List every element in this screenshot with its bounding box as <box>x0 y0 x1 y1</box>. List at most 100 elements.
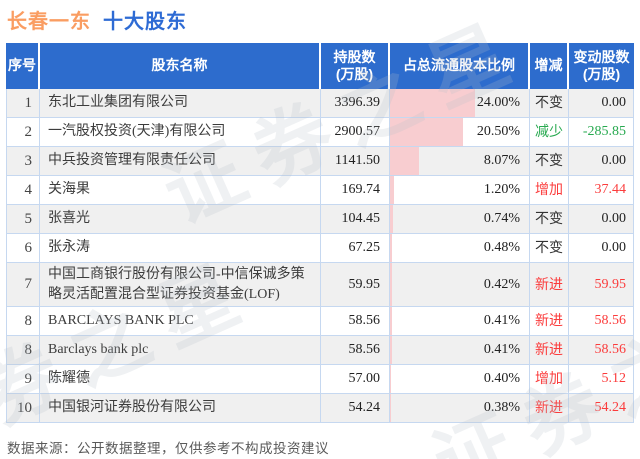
rank-cell: 2 <box>6 118 40 147</box>
delta-cell: 54.24 <box>569 394 634 424</box>
table-row: 9 陈耀德 57.00 0.40% 增加 5.12 <box>6 365 634 395</box>
rank-cell: 4 <box>6 176 40 205</box>
shares-cell: 54.24 <box>321 394 390 424</box>
shareholder-name-cell: Barclays bank plc <box>40 336 321 366</box>
change-cell: 增加 <box>530 176 569 205</box>
col-header-change: 增减 <box>530 43 569 89</box>
delta-cell: 0.00 <box>569 234 634 263</box>
pct-data-bar <box>390 118 463 146</box>
pct-cell: 0.48% <box>390 234 530 263</box>
shareholder-name-cell: BARCLAYS BANK PLC <box>40 307 321 337</box>
col-header-pct: 占总流通股本比例 <box>390 43 530 89</box>
pct-data-bar <box>390 205 393 233</box>
pct-data-bar <box>390 336 392 365</box>
change-cell: 新进 <box>530 336 569 366</box>
shares-cell: 58.56 <box>321 307 390 337</box>
rank-cell: 3 <box>6 147 40 176</box>
shares-cell: 57.00 <box>321 365 390 395</box>
shareholders-table: 序号 股东名称 持股数 (万股) 占总流通股本比例 增减 变动股数 (万股) 1… <box>6 43 634 424</box>
pct-data-bar <box>390 89 475 117</box>
rank-cell: 10 <box>6 394 40 424</box>
table-row: 8 BARCLAYS BANK PLC 58.56 0.41% 新进 58.56 <box>6 307 634 337</box>
delta-cell: 5.12 <box>569 365 634 395</box>
pct-cell: 0.40% <box>390 365 530 395</box>
change-cell: 新进 <box>530 263 569 308</box>
table-body: 1 东北工业集团有限公司 3396.39 24.00% 不变 0.00 2 一汽… <box>6 89 634 424</box>
shares-cell: 169.74 <box>321 176 390 205</box>
rank-cell: 5 <box>6 205 40 234</box>
pct-data-bar <box>390 147 419 175</box>
delta-cell: 59.95 <box>569 263 634 308</box>
shares-cell: 1141.50 <box>321 147 390 176</box>
shares-cell: 58.56 <box>321 336 390 366</box>
change-cell: 新进 <box>530 307 569 337</box>
pct-cell: 0.38% <box>390 394 530 424</box>
rank-cell: 8 <box>6 307 40 337</box>
rank-cell: 6 <box>6 234 40 263</box>
table-header-row: 序号 股东名称 持股数 (万股) 占总流通股本比例 增减 变动股数 (万股) <box>6 43 634 89</box>
delta-cell: 0.00 <box>569 205 634 234</box>
pct-data-bar <box>390 365 392 394</box>
pct-cell: 24.00% <box>390 89 530 118</box>
table-row: 7 中国工商银行股份有限公司-中信保诚多策略灵活配置混合型证券投资基金(LOF)… <box>6 263 634 308</box>
change-cell: 新进 <box>530 394 569 424</box>
table-row: 4 关海果 169.74 1.20% 增加 37.44 <box>6 176 634 205</box>
pct-cell: 1.20% <box>390 176 530 205</box>
delta-cell: -285.85 <box>569 118 634 147</box>
table-row: 2 一汽股权投资(天津)有限公司 2900.57 20.50% 减少 -285.… <box>6 118 634 147</box>
delta-cell: 58.56 <box>569 307 634 337</box>
shareholder-name-cell: 中国银河证券股份有限公司 <box>40 394 321 424</box>
shareholder-name-cell: 一汽股权投资(天津)有限公司 <box>40 118 321 147</box>
delta-cell: 0.00 <box>569 89 634 118</box>
table-row: 6 张永涛 67.25 0.48% 不变 0.00 <box>6 234 634 263</box>
shares-cell: 3396.39 <box>321 89 390 118</box>
table-row: 3 中兵投资管理有限责任公司 1141.50 8.07% 不变 0.00 <box>6 147 634 176</box>
shareholder-name-cell: 东北工业集团有限公司 <box>40 89 321 118</box>
col-header-delta: 变动股数 (万股) <box>569 43 634 89</box>
shareholder-name-cell: 张永涛 <box>40 234 321 263</box>
shareholder-name-cell: 张喜光 <box>40 205 321 234</box>
delta-cell: 58.56 <box>569 336 634 366</box>
table-row: 8 Barclays bank plc 58.56 0.41% 新进 58.56 <box>6 336 634 366</box>
pct-data-bar <box>390 394 392 423</box>
table-row: 5 张喜光 104.45 0.74% 不变 0.00 <box>6 205 634 234</box>
rank-cell: 9 <box>6 365 40 395</box>
table-row: 10 中国银河证券股份有限公司 54.24 0.38% 新进 54.24 <box>6 394 634 424</box>
change-cell: 减少 <box>530 118 569 147</box>
change-cell: 增加 <box>530 365 569 395</box>
change-cell: 不变 <box>530 89 569 118</box>
pct-cell: 20.50% <box>390 118 530 147</box>
col-header-shares: 持股数 (万股) <box>321 43 390 89</box>
change-cell: 不变 <box>530 205 569 234</box>
pct-cell: 0.42% <box>390 263 530 308</box>
pct-data-bar <box>390 234 392 262</box>
pct-data-bar <box>390 176 395 204</box>
shares-cell: 2900.57 <box>321 118 390 147</box>
pct-cell: 0.74% <box>390 205 530 234</box>
shareholder-name-cell: 中国工商银行股份有限公司-中信保诚多策略灵活配置混合型证券投资基金(LOF) <box>40 263 321 308</box>
rank-cell: 8 <box>6 336 40 366</box>
pct-cell: 8.07% <box>390 147 530 176</box>
shares-cell: 104.45 <box>321 205 390 234</box>
pct-data-bar <box>390 263 392 307</box>
delta-cell: 37.44 <box>569 176 634 205</box>
shares-cell: 67.25 <box>321 234 390 263</box>
pct-cell: 0.41% <box>390 307 530 337</box>
pct-data-bar <box>390 307 392 336</box>
shareholder-name-cell: 关海果 <box>40 176 321 205</box>
title-suffix: 十大股东 <box>103 11 187 33</box>
pct-cell: 0.41% <box>390 336 530 366</box>
stock-name: 长春一东 <box>7 11 91 33</box>
col-header-rank: 序号 <box>6 43 40 89</box>
delta-cell: 0.00 <box>569 147 634 176</box>
change-cell: 不变 <box>530 234 569 263</box>
rank-cell: 1 <box>6 89 40 118</box>
page-title: 长春一东 十大股东 <box>7 5 187 34</box>
shareholder-name-cell: 陈耀德 <box>40 365 321 395</box>
change-cell: 不变 <box>530 147 569 176</box>
col-header-name: 股东名称 <box>40 43 321 89</box>
shareholder-name-cell: 中兵投资管理有限责任公司 <box>40 147 321 176</box>
shares-cell: 59.95 <box>321 263 390 308</box>
rank-cell: 7 <box>6 263 40 308</box>
